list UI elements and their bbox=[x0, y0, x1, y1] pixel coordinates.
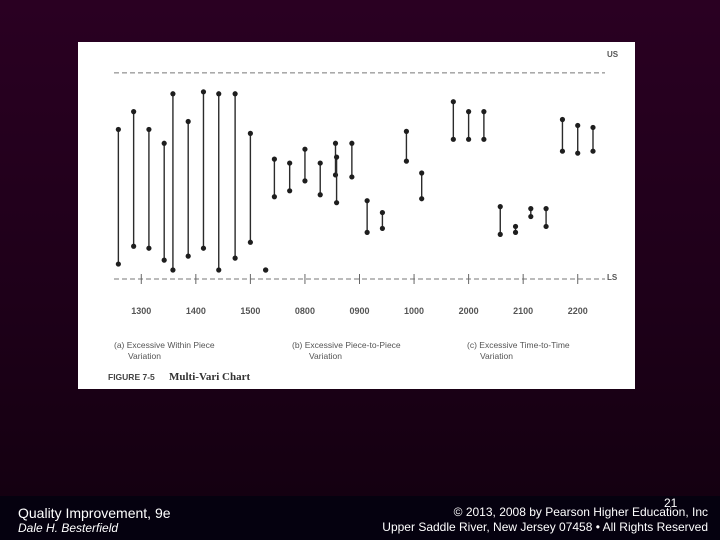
time-tick-label: 0800 bbox=[295, 306, 315, 316]
range-max-dot bbox=[497, 204, 503, 210]
range-max-dot bbox=[450, 99, 456, 105]
time-tick-label: 2000 bbox=[459, 306, 479, 316]
lower-limit-label: LS bbox=[607, 273, 618, 282]
range-min-dot bbox=[287, 188, 293, 194]
range-min-dot bbox=[115, 261, 121, 267]
copyright-text: © 2013, 2008 by Pearson Higher Education… bbox=[453, 505, 708, 519]
time-tick-label: 2100 bbox=[513, 306, 533, 316]
range-max-dot bbox=[287, 160, 293, 166]
range-max-dot bbox=[271, 156, 277, 162]
panel-a-label-line2: Variation bbox=[128, 351, 161, 361]
range-min-dot bbox=[379, 225, 386, 232]
range-min-dot bbox=[419, 196, 425, 202]
slide-number: 21 bbox=[664, 496, 678, 510]
range-max-dot bbox=[332, 140, 339, 146]
range-min-dot bbox=[185, 253, 191, 259]
range-min-dot bbox=[575, 150, 581, 156]
range-min-dot bbox=[528, 213, 534, 220]
range-max-dot bbox=[185, 118, 191, 125]
time-tick-label: 1000 bbox=[404, 306, 424, 316]
range-max-dot bbox=[232, 91, 238, 97]
range-min-dot bbox=[450, 136, 456, 142]
footer-bar bbox=[0, 496, 720, 540]
range-min-dot bbox=[590, 148, 596, 154]
range-max-dot bbox=[349, 140, 355, 146]
range-min-dot bbox=[559, 148, 566, 154]
range-max-dot bbox=[481, 109, 487, 115]
range-max-dot bbox=[247, 130, 253, 136]
range-max-dot bbox=[216, 91, 222, 97]
range-max-dot bbox=[146, 126, 152, 133]
range-max-dot bbox=[200, 89, 207, 95]
range-max-dot bbox=[512, 223, 519, 230]
range-max-dot bbox=[559, 116, 566, 123]
panel-c-label-line2: Variation bbox=[480, 351, 513, 361]
range-min-dot bbox=[216, 267, 222, 273]
range-max-dot bbox=[379, 209, 386, 216]
range-min-dot bbox=[333, 200, 340, 206]
range-max-dot bbox=[403, 128, 410, 134]
range-max-dot bbox=[590, 124, 596, 131]
range-min-dot bbox=[332, 172, 339, 178]
range-max-dot bbox=[317, 160, 323, 166]
range-max-dot bbox=[364, 198, 370, 204]
panel-b-label-line2: Variation bbox=[309, 351, 342, 361]
range-max-dot bbox=[302, 146, 308, 152]
range-max-dot bbox=[543, 206, 549, 212]
range-min-dot bbox=[512, 229, 519, 235]
range-max-dot bbox=[115, 126, 121, 133]
range-max-dot bbox=[575, 122, 581, 129]
range-min-dot bbox=[497, 231, 503, 237]
publisher-address: Upper Saddle River, New Jersey 07458 • A… bbox=[382, 520, 708, 534]
range-min-dot bbox=[364, 229, 370, 235]
time-tick-label: 1400 bbox=[186, 306, 206, 316]
range-min-dot bbox=[161, 257, 167, 263]
range-min-dot bbox=[263, 267, 269, 273]
figure-caption-title: Multi-Vari Chart bbox=[169, 371, 251, 383]
range-max-dot bbox=[419, 170, 425, 176]
range-min-dot bbox=[543, 223, 549, 230]
author-name: Dale H. Besterfield bbox=[18, 521, 119, 535]
time-tick-label: 1500 bbox=[240, 306, 260, 316]
range-min-dot bbox=[200, 245, 207, 251]
range-min-dot bbox=[146, 245, 152, 251]
range-max-dot bbox=[161, 140, 167, 146]
panel-c-label-line1: (c) Excessive Time-to-Time bbox=[467, 340, 570, 350]
panel-b-label-line1: (b) Excessive Piece-to-Piece bbox=[292, 340, 401, 350]
range-min-dot bbox=[302, 178, 308, 184]
range-max-dot bbox=[528, 206, 534, 212]
time-tick-label: 2200 bbox=[568, 306, 588, 316]
time-tick-label: 0900 bbox=[349, 306, 369, 316]
range-min-dot bbox=[481, 136, 487, 142]
figure-panel: 1300 1400 1500 0800 0900 1000 2000 2100 2200 US … bbox=[78, 42, 635, 389]
range-min-dot bbox=[232, 255, 238, 261]
range-min-dot bbox=[271, 194, 277, 200]
range-min-dot bbox=[247, 239, 253, 245]
range-max-dot bbox=[170, 91, 176, 97]
course-title: Quality Improvement, 9e bbox=[18, 505, 171, 521]
range-min-dot bbox=[349, 174, 355, 180]
figure-caption-label: FIGURE 7-5 bbox=[108, 372, 155, 382]
panel-a-label-line1: (a) Excessive Within Piece bbox=[114, 340, 215, 350]
range-max-dot bbox=[466, 109, 472, 115]
time-tick-label: 1300 bbox=[131, 306, 151, 316]
multi-vari-chart: 1300 1400 1500 0800 0900 1000 2000 2100 2200 US … bbox=[108, 50, 619, 383]
range-min-dot bbox=[131, 243, 137, 249]
range-min-dot bbox=[170, 267, 176, 273]
upper-limit-label: US bbox=[607, 50, 619, 59]
range-max-dot bbox=[333, 154, 340, 160]
range-min-dot bbox=[466, 136, 472, 142]
range-min-dot bbox=[317, 192, 323, 198]
range-min-dot bbox=[403, 158, 410, 164]
range-max-dot bbox=[131, 109, 137, 115]
